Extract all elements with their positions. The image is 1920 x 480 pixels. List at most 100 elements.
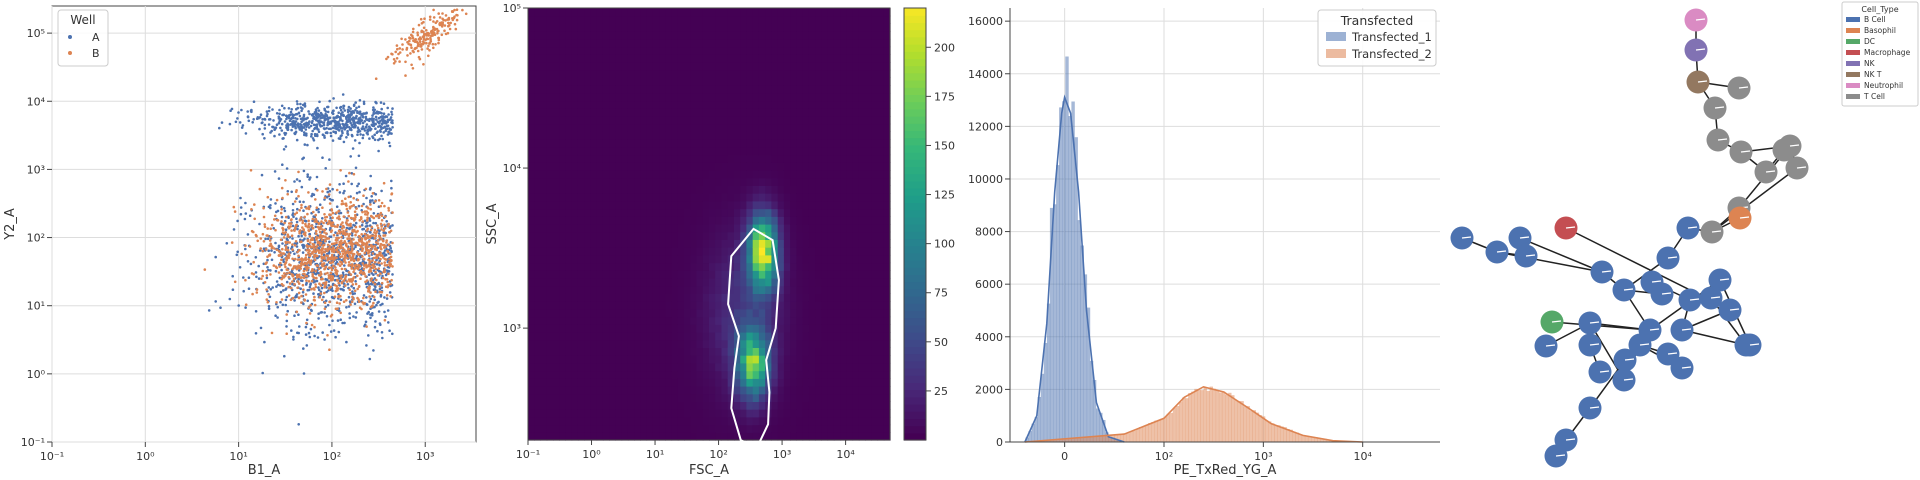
scatter-point-b [441,21,445,24]
scatter-point-a [362,294,366,297]
scatter-point-b [269,235,273,239]
heatmap-cell [596,262,604,271]
scatter-point-b [360,239,364,243]
scatter-point-a [237,111,240,114]
heatmap-cell [684,301,691,310]
heatmap-cell [721,432,729,441]
heatmap-cell [609,332,616,341]
heatmap-cell [534,416,541,426]
scatter-point-a [357,122,361,125]
heatmap-cell [702,193,710,202]
scatter-point-b [319,284,323,287]
scatter-point-b [263,281,267,284]
heatmap-cell [534,316,541,325]
heatmap-cell [546,77,554,86]
heatmap-cell [715,8,722,17]
scatter-point-a [259,326,263,330]
heatmap-cell [677,116,685,125]
heatmap-cell [559,247,566,256]
scatter-point-a [301,118,305,121]
scatter-point-b [313,295,316,299]
scatter-point-b [376,214,379,217]
heatmap-cell [553,393,560,402]
heatmap-cell [609,108,616,117]
heatmap-cell [715,131,722,140]
scatter-point-a [268,295,272,299]
heatmap-cell [534,270,541,279]
heatmap-cell [577,154,585,163]
scatter-point-b [288,241,292,244]
heatmap-cell [727,224,735,233]
scatter-point-a [354,101,358,104]
scatter-point-a [283,209,287,213]
scatter-point-b [374,247,378,250]
heatmap-cell [634,170,641,179]
scatter-point-a [372,124,376,128]
scatter-point-b [432,8,435,12]
heatmap-cell [684,208,691,217]
scatter-point-a [300,185,304,189]
scatter-point-a [378,287,382,291]
heatmap-cell [627,77,635,86]
heatmap-cell [746,293,754,302]
heatmap-cell [540,339,548,348]
scatter-point-b [453,22,457,26]
heatmap-cell [746,200,754,210]
heatmap-cell [659,254,666,264]
heatmap-cell [690,386,698,395]
heatmap-cell [590,231,598,240]
heatmap-cell [553,254,560,264]
heatmap-cell [565,224,573,233]
heatmap-cell [546,38,554,48]
heatmap-cell [528,8,535,17]
heatmap-cell [577,378,585,387]
scatter-point-b [321,264,325,268]
scatter-point-b [379,257,382,261]
scatter-y-tick-label: 10⁻¹ [21,436,45,449]
scatter-point-a [288,119,292,123]
scatter-point-b [311,236,314,240]
heatmap-cell [528,239,535,248]
heatmap-cell [690,38,698,48]
scatter-point-a [338,106,342,109]
heatmap-cell [602,424,610,433]
heatmap-cell [615,85,623,94]
heatmap-cell [584,432,591,441]
scatter-point-b [365,210,369,213]
heatmap-cell [540,23,548,32]
heatmap-cell [709,131,716,140]
scatter-point-b [336,279,340,282]
heatmap-cell [715,108,722,117]
scatter-point-b [361,271,364,275]
heatmap-cell [665,339,673,348]
scatter-point-b [431,42,435,46]
scatter-point-b [321,228,324,231]
scatter-point-a [277,115,281,118]
scatter-point-a [349,107,352,110]
heatmap-cell [534,409,541,418]
heatmap-cell [659,100,666,109]
heatmap-cell [746,123,754,132]
scatter-point-a [275,123,279,126]
heatmap-cell [559,270,566,279]
scatter-point-a [390,110,393,114]
heatmap-cell [634,162,641,171]
scatter-point-a [380,134,383,138]
heatmap-cell [702,85,710,94]
heatmap-cell [546,23,554,32]
scatter-point-b [313,258,317,262]
heatmap-cell [702,339,710,348]
heatmap-cell [559,362,566,372]
heatmap-cell [528,193,535,202]
scatter-point-b [297,291,301,295]
heatmap-cell [640,355,648,364]
scatter-point-a [380,189,383,193]
scatter-point-b [341,241,344,245]
scatter-point-a [293,132,297,136]
scatter-point-a [322,123,326,127]
heatmap-cell [721,77,729,86]
heatmap-cell [665,270,673,279]
scatter-point-b [310,224,313,227]
scatter-point-a [353,272,357,275]
heatmap-cell [740,8,747,17]
